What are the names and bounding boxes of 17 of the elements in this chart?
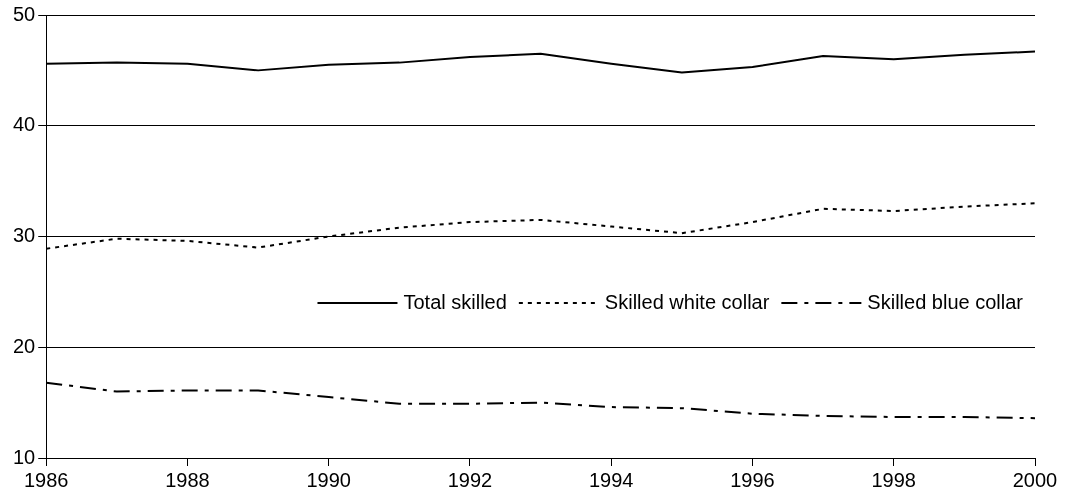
y-tick-label: 10 xyxy=(13,445,36,468)
legend-label: Skilled white collar xyxy=(604,291,770,314)
x-tick-label: 1992 xyxy=(447,468,493,491)
y-tick-label: 50 xyxy=(13,2,36,25)
y-tick-label: 20 xyxy=(13,334,36,357)
x-tick-label: 2000 xyxy=(1012,468,1058,491)
x-tick-label: 1988 xyxy=(165,468,210,491)
y-tick-label: 30 xyxy=(13,224,36,247)
x-tick-label: 1986 xyxy=(24,468,69,491)
x-tick-label: 1998 xyxy=(871,468,916,491)
x-tick-label: 1994 xyxy=(589,468,634,491)
y-tick-label: 40 xyxy=(13,113,36,136)
line-series xyxy=(46,381,1035,420)
legend-label: Total skilled xyxy=(403,291,507,314)
legend-label: Skilled blue collar xyxy=(867,291,1024,314)
x-tick-label: 1990 xyxy=(306,468,351,491)
x-tick-label: 1996 xyxy=(730,468,775,491)
